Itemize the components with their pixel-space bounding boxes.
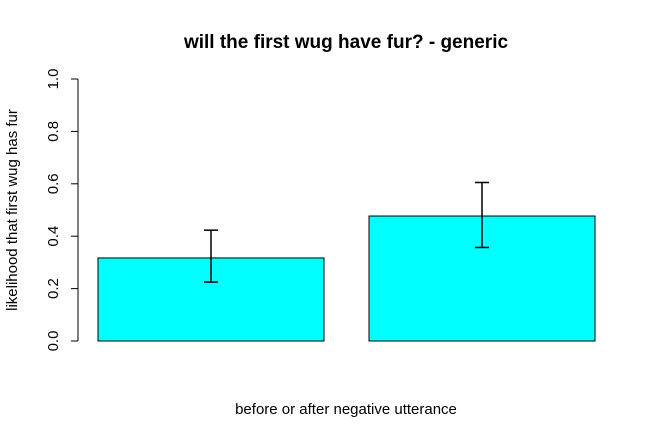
y-axis-label: likelihood that first wug has fur: [4, 109, 21, 311]
bars: [97, 215, 596, 342]
y-tick-label: 0.6: [45, 173, 62, 194]
error-bar: [204, 229, 218, 283]
y-tick-label: 0.0: [45, 331, 62, 352]
x-axis-label: before or after negative utterance: [235, 401, 457, 418]
y-tick-label: 0.4: [45, 226, 62, 247]
error-bars: [204, 181, 489, 283]
chart-title: will the first wug have fur? - generic: [183, 32, 509, 53]
y-tick-label: 1.0: [45, 69, 62, 90]
y-tick-label: 0.2: [45, 278, 62, 299]
y-tick-label: 0.8: [45, 121, 62, 142]
error-bar: [475, 181, 489, 249]
y-axis: 0.0 0.2 0.4 0.6 0.8 1.0: [45, 69, 79, 352]
